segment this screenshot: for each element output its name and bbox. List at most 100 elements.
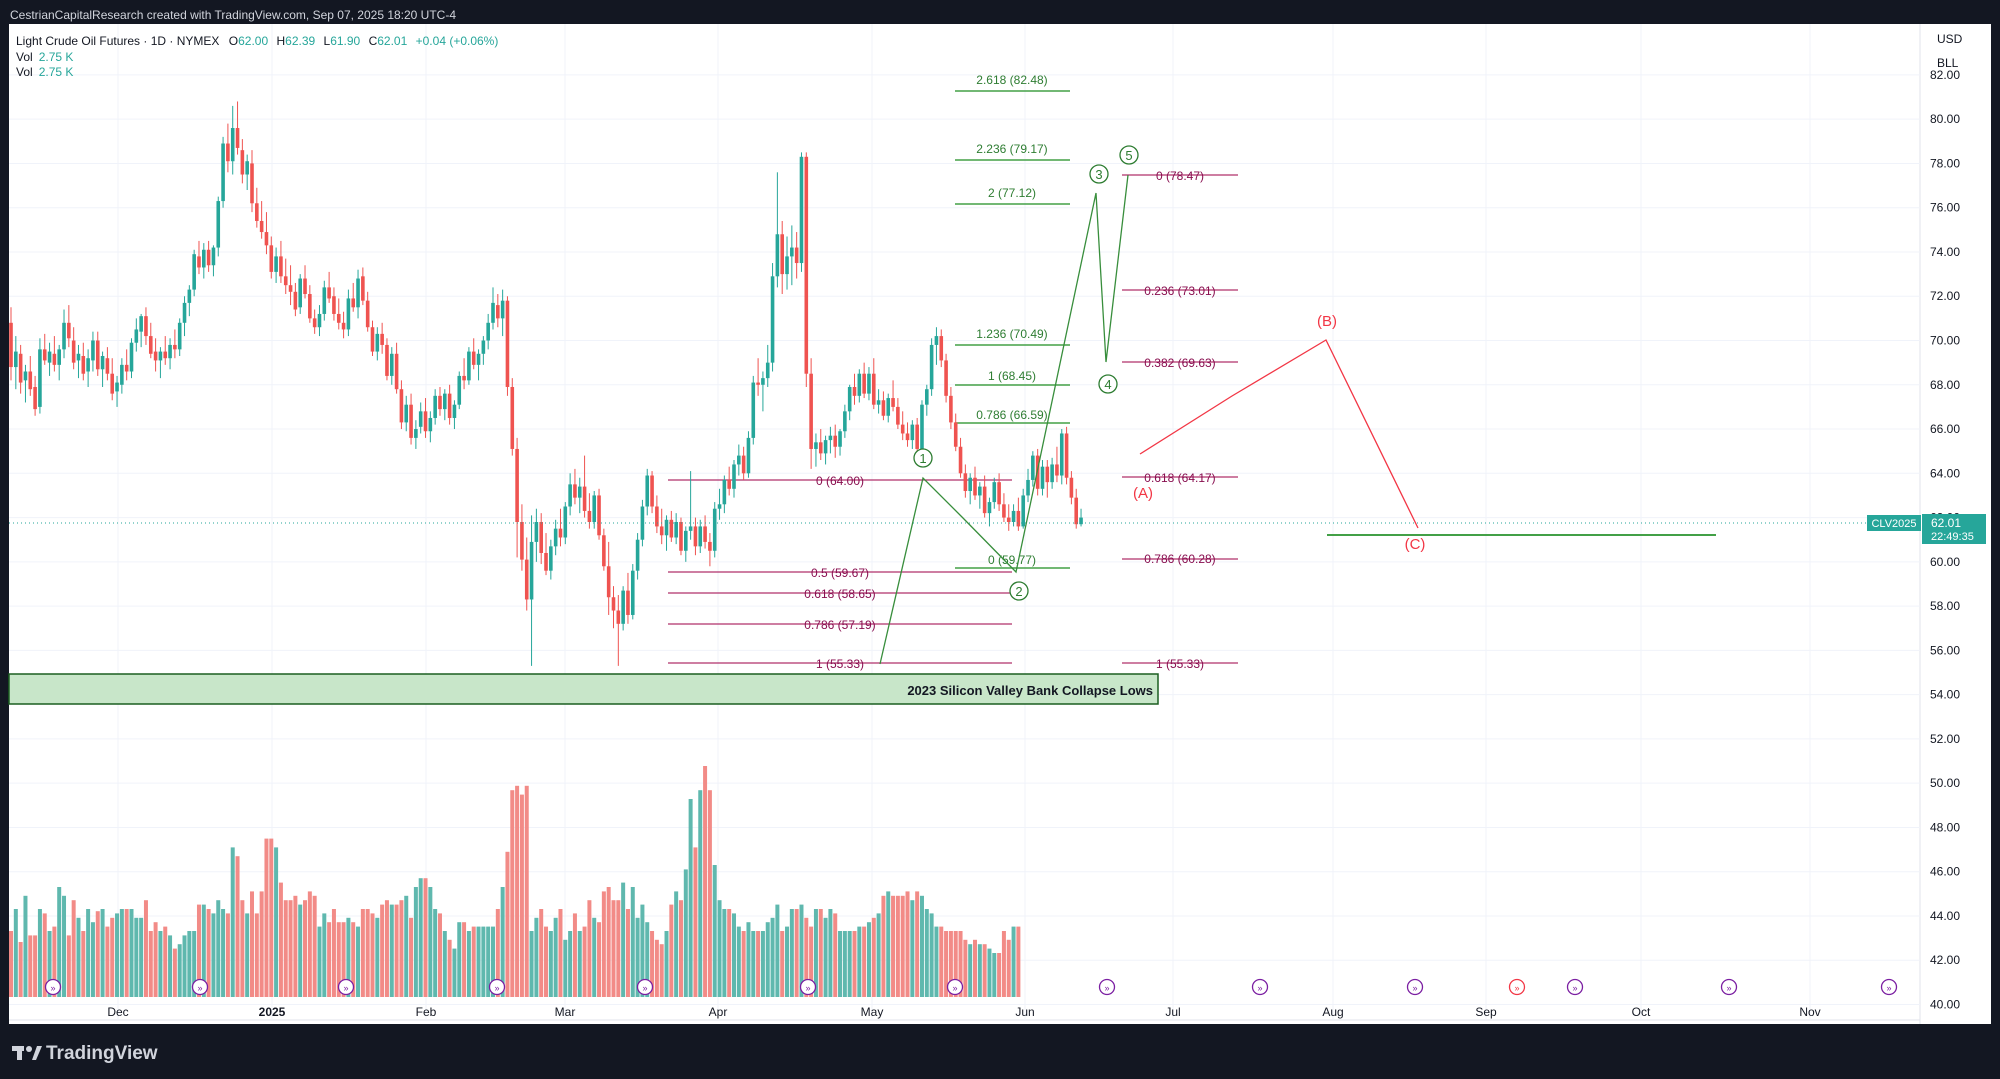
candle [356,269,360,319]
candle [52,336,57,372]
volume-bar [42,913,47,997]
volume-bar [86,909,91,997]
event-marker-icon[interactable]: » [1098,978,1116,996]
event-marker-ring [191,978,209,996]
time-tick-label: Mar [555,1005,576,1019]
event-marker-icon[interactable]: » [1406,978,1424,996]
event-marker-ring [1406,978,1424,996]
candle-body [95,340,100,370]
event-marker-icon[interactable]: » [1251,978,1269,996]
candle-body [688,526,693,531]
volume-bar [847,931,852,997]
volume-bar [491,926,495,997]
event-marker-icon[interactable]: » [44,978,62,996]
candle-body [814,442,818,449]
symbol-title[interactable]: Light Crude Oil Futures · 1D · NYMEX [16,34,219,48]
volume-bar [717,900,722,997]
candle [361,267,365,306]
wave-label-2-circle [1009,581,1029,601]
volume-bar [606,887,611,997]
candle [230,105,235,175]
time-axis[interactable]: Dec 2025 Feb Mar Apr May Jun Jul Aug Sep Oct Nov [107,1005,1820,1019]
volume-bar [881,895,886,997]
volume-bar [201,904,206,997]
candle [100,351,105,387]
high-value: 62.39 [285,34,315,48]
candle-body [925,389,929,405]
candle-body [346,298,351,330]
wave-label-5-text: 5 [1125,148,1132,163]
symbol-tag-bg [1867,515,1921,531]
volume-bar [577,931,582,997]
volume-bar [664,931,669,997]
candle [669,510,674,542]
event-marker-icon[interactable]: » [636,978,654,996]
candle-body [524,559,529,600]
volume-bars: » » » » » » » » » » » » » » [9,766,1898,997]
candle [235,101,240,155]
event-marker-icon[interactable]: » [799,978,817,996]
fib-ext-label-1: 1 (68.45) [988,369,1036,383]
candle [9,307,13,381]
candle [1055,446,1059,483]
volume-bar [404,895,409,997]
volume-bar [852,931,857,997]
currency-label[interactable]: USD [1937,32,1963,46]
volume-bar [524,785,529,997]
event-marker-icon[interactable]: » [1880,978,1898,996]
candle-body [1006,517,1011,522]
candle-body [71,340,76,363]
event-marker-icon[interactable]: » [337,978,355,996]
legend-volume-2[interactable]: Vol 2.75 K [16,65,73,79]
candle-body [264,232,269,246]
candle [433,389,437,425]
candle-body [177,322,182,350]
volume-bar [601,891,606,997]
volume-bar [370,913,375,997]
fib-ext-label-0: 0 (59.77) [988,553,1036,567]
unit-label[interactable]: BLL [1937,56,1959,70]
time-tick-label: Sep [1475,1005,1497,1019]
candle-body [370,327,375,352]
volume-bar [57,887,62,997]
event-marker-icon[interactable]: » [946,978,964,996]
candle [650,471,654,514]
volume-bar [442,931,447,997]
candle [746,431,751,478]
candle [365,291,370,332]
event-marker-icon[interactable]: » [191,978,209,996]
price-tick-label: 74.00 [1930,245,1960,259]
candle-body [737,455,741,465]
event-marker-icon[interactable]: » [488,978,506,996]
volume-bar [635,917,640,997]
volume-bar [548,931,553,997]
volume-bar [158,931,163,997]
volume-bar [375,917,380,997]
legend-volume-1[interactable]: Vol 2.75 K [16,50,73,64]
volume-bar [293,895,298,997]
event-marker-icon[interactable]: » [1566,978,1584,996]
event-marker-icon[interactable]: » [1508,978,1526,996]
candle [616,595,621,666]
candle [259,201,264,239]
candle [158,347,163,379]
candle-body [703,526,707,542]
price-tick-label: 78.00 [1930,156,1960,170]
candle [934,327,939,365]
volume-bar [698,790,703,997]
candle-body [505,300,510,387]
candle-body [173,344,177,350]
candle [828,426,833,454]
event-marker-icon[interactable]: » [1720,978,1738,996]
volume-bar [211,913,216,997]
symbol-tag-text: CLV2025 [1871,518,1916,530]
price-tick-label: 50.00 [1930,776,1960,790]
candle-body [139,316,143,332]
candle [823,435,828,465]
last-price-tag: 62.01 22:49:35 [1922,514,1986,544]
tradingview-logo[interactable]: TradingView [12,1043,158,1064]
candle-body [847,386,852,412]
fib-ret-left-label-0: 0 (64.00) [816,474,864,488]
volume-bar [968,944,973,997]
